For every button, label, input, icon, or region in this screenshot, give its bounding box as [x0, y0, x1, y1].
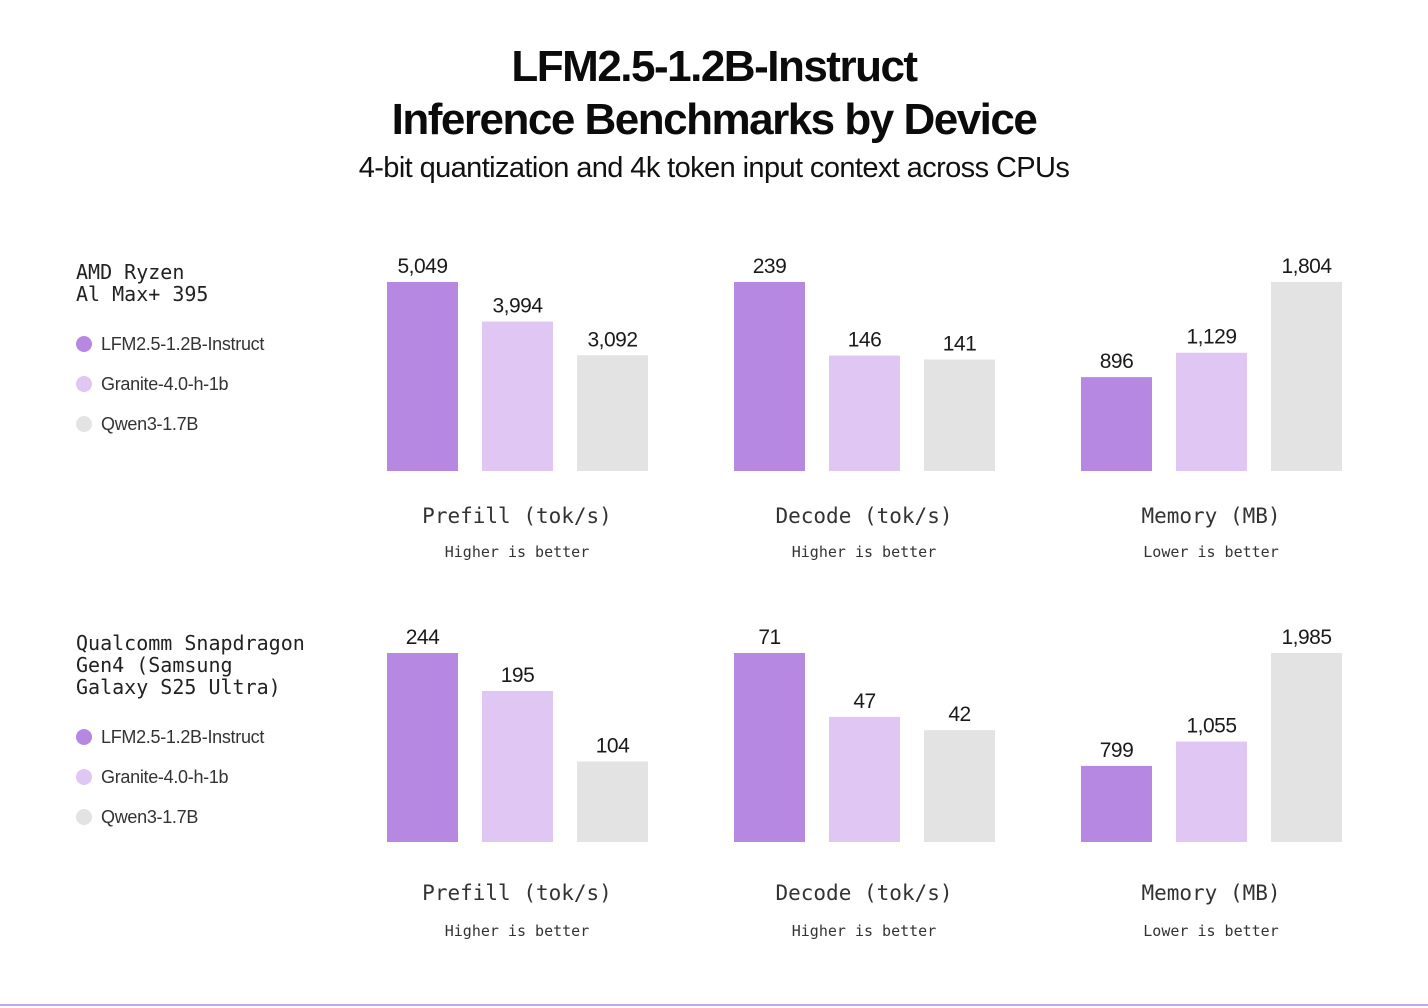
- metric-label-memory: Memory (MB): [1141, 504, 1281, 528]
- bar-value-label-lfm: 71: [758, 626, 780, 649]
- bar-chart-svg: 71 47 42: [734, 626, 995, 842]
- metric-label-prefill: Prefill (tok/s): [422, 504, 612, 528]
- metric-label-prefill: Prefill (tok/s): [422, 881, 612, 905]
- bar-value-label-granite: 146: [848, 329, 882, 352]
- metric-note-prefill: Higher is better: [444, 543, 590, 561]
- bar-value-label-lfm: 896: [1100, 350, 1134, 373]
- bar-lfm: [387, 282, 458, 471]
- metric-note-decode: Higher is better: [791, 922, 937, 940]
- legend-item-granite: Granite-4.0-h-1b: [76, 364, 264, 404]
- metric-note-prefill: Higher is better: [444, 922, 590, 940]
- legend-swatch-lfm: [76, 729, 92, 745]
- metric-note-memory: Lower is better: [1143, 922, 1279, 940]
- bar-chart-svg: 896 1,129 1,804: [1081, 255, 1342, 471]
- bar-qwen: [924, 730, 995, 842]
- bar-granite: [1176, 741, 1247, 842]
- legend-item-qwen: Qwen3-1.7B: [76, 797, 264, 837]
- metric-label-decode: Decode (tok/s): [775, 881, 953, 905]
- bar-qwen: [924, 359, 995, 471]
- legend-item-qwen: Qwen3-1.7B: [76, 404, 264, 444]
- legend-amd: LFM2.5-1.2B-Instruct Granite-4.0-h-1b Qw…: [76, 324, 264, 444]
- legend-swatch-qwen: [76, 809, 92, 825]
- bar-value-label-lfm: 5,049: [397, 255, 447, 278]
- bar-value-label-qwen: 42: [948, 703, 970, 726]
- chart-amd-prefill: 5,049 3,994 3,092: [382, 255, 682, 472]
- chart-qualcomm-memory: 799 1,055 1,985: [1076, 626, 1376, 843]
- bar-value-label-granite: 47: [853, 690, 875, 713]
- bar-value-label-qwen: 1,804: [1281, 255, 1332, 278]
- legend-label-qwen: Qwen3-1.7B: [101, 806, 199, 827]
- legend-item-lfm: LFM2.5-1.2B-Instruct: [76, 717, 264, 757]
- legend-item-lfm: LFM2.5-1.2B-Instruct: [76, 324, 264, 364]
- legend-swatch-granite: [76, 769, 92, 785]
- bar-chart-svg: 799 1,055 1,985: [1081, 626, 1342, 842]
- bar-value-label-lfm: 239: [753, 255, 787, 278]
- bar-qwen: [1271, 282, 1342, 471]
- bottom-divider: [0, 1004, 1428, 1006]
- bar-chart-svg: 239 146 141: [734, 255, 995, 471]
- legend-label-lfm: LFM2.5-1.2B-Instruct: [101, 333, 265, 354]
- bar-granite: [1176, 352, 1247, 471]
- chart-title-line-2: Inference Benchmarks by Device: [391, 95, 1038, 144]
- chart-qualcomm-decode: 71 47 42: [729, 626, 1029, 843]
- bar-lfm: [1081, 765, 1152, 842]
- legend-swatch-qwen: [76, 416, 92, 432]
- chart-subtitle: 4-bit quantization and 4k token input co…: [358, 152, 1070, 184]
- bar-qwen: [577, 355, 648, 471]
- legend-label-granite: Granite-4.0-h-1b: [101, 373, 229, 394]
- bar-granite: [829, 355, 900, 471]
- bar-chart-svg: 5,049 3,994 3,092: [387, 255, 648, 471]
- device-name-amd: AMD Ryzen Al Max+ 395: [76, 260, 209, 306]
- bar-lfm: [734, 282, 805, 471]
- bar-value-label-granite: 1,129: [1186, 326, 1236, 349]
- bar-qwen: [577, 761, 648, 842]
- bar-value-label-granite: 195: [501, 664, 535, 687]
- legend-label-qwen: Qwen3-1.7B: [101, 413, 199, 434]
- bar-value-label-qwen: 141: [943, 332, 977, 355]
- chart-qualcomm-prefill: 244 195 104: [382, 626, 682, 843]
- bar-value-label-qwen: 3,092: [587, 328, 637, 351]
- bar-value-label-granite: 1,055: [1186, 715, 1236, 738]
- chart-title-line-1: LFM2.5-1.2B-Instruct: [511, 42, 918, 91]
- bar-value-label-qwen: 1,985: [1281, 626, 1331, 649]
- chart-amd-decode: 239 146 141: [729, 255, 1029, 472]
- chart-amd-memory: 896 1,129 1,804: [1076, 255, 1376, 472]
- metric-label-memory: Memory (MB): [1141, 881, 1281, 905]
- legend-label-granite: Granite-4.0-h-1b: [101, 766, 229, 787]
- bar-lfm: [1081, 377, 1152, 471]
- bar-value-label-lfm: 799: [1100, 739, 1134, 762]
- device-name-qualcomm: Qualcomm Snapdragon Gen4 (Samsung Galaxy…: [76, 631, 305, 699]
- bar-lfm: [734, 653, 805, 842]
- bar-value-label-qwen: 104: [596, 734, 630, 757]
- legend-label-lfm: LFM2.5-1.2B-Instruct: [101, 726, 265, 747]
- legend-qualcomm: LFM2.5-1.2B-Instruct Granite-4.0-h-1b Qw…: [76, 717, 264, 837]
- bar-value-label-granite: 3,994: [492, 294, 543, 317]
- bar-qwen: [1271, 653, 1342, 842]
- bar-granite: [829, 716, 900, 842]
- metric-label-decode: Decode (tok/s): [775, 504, 953, 528]
- legend-swatch-granite: [76, 376, 92, 392]
- bar-granite: [482, 690, 553, 842]
- legend-item-granite: Granite-4.0-h-1b: [76, 757, 264, 797]
- bar-lfm: [387, 653, 458, 842]
- legend-swatch-lfm: [76, 336, 92, 352]
- bar-value-label-lfm: 244: [406, 626, 440, 649]
- metric-note-memory: Lower is better: [1143, 543, 1279, 561]
- metric-note-decode: Higher is better: [791, 543, 937, 561]
- bar-chart-svg: 244 195 104: [387, 626, 648, 842]
- bar-granite: [482, 321, 553, 471]
